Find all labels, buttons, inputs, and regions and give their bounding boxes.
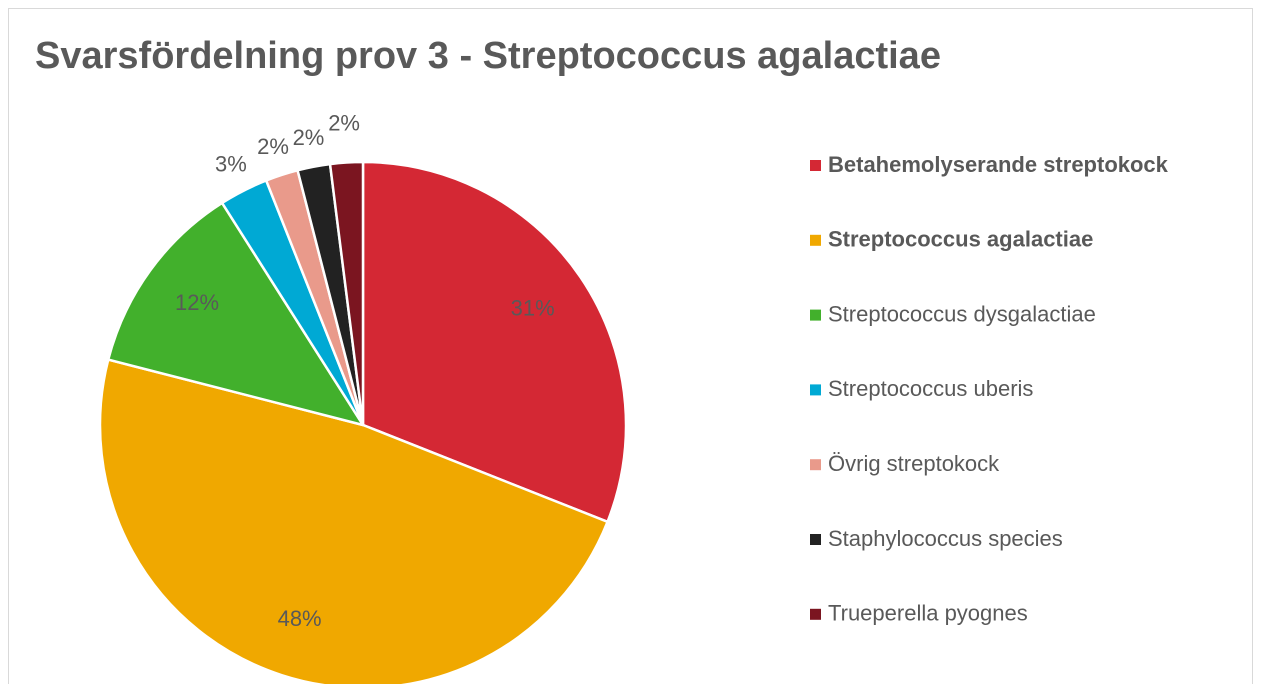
data-label: 31% bbox=[511, 296, 555, 321]
data-label: 3% bbox=[215, 152, 247, 177]
pie-slice bbox=[328, 160, 365, 426]
legend-swatch bbox=[810, 608, 821, 620]
legend-label: Staphylococcus species bbox=[828, 526, 1063, 551]
legend-label: Trueperella pyognes bbox=[828, 601, 1028, 626]
data-label: 2% bbox=[328, 110, 360, 135]
legend-label: Streptococcus dysgalactiae bbox=[828, 301, 1096, 326]
legend-label: Streptococcus agalactiae bbox=[828, 227, 1093, 252]
pie-slice bbox=[106, 201, 366, 427]
data-label: 2% bbox=[257, 134, 289, 159]
legend-swatch bbox=[810, 160, 821, 171]
legend-swatch bbox=[810, 384, 821, 396]
legend-label: Betahemolyserande streptokock bbox=[828, 152, 1169, 177]
legend-swatch bbox=[810, 459, 821, 471]
data-label: 48% bbox=[278, 606, 322, 631]
data-label: 2% bbox=[293, 125, 325, 150]
data-label: 12% bbox=[175, 290, 219, 315]
legend-swatch bbox=[810, 534, 821, 545]
legend-swatch bbox=[810, 234, 821, 246]
legend-label: Övrig streptokock bbox=[828, 451, 1000, 476]
pie-slice bbox=[98, 358, 610, 684]
legend-swatch bbox=[810, 309, 821, 321]
legend-label: Streptococcus uberis bbox=[828, 376, 1033, 401]
chart-title: Svarsfördelning prov 3 - Streptococcus a… bbox=[35, 35, 941, 77]
pie-slice bbox=[361, 160, 628, 524]
